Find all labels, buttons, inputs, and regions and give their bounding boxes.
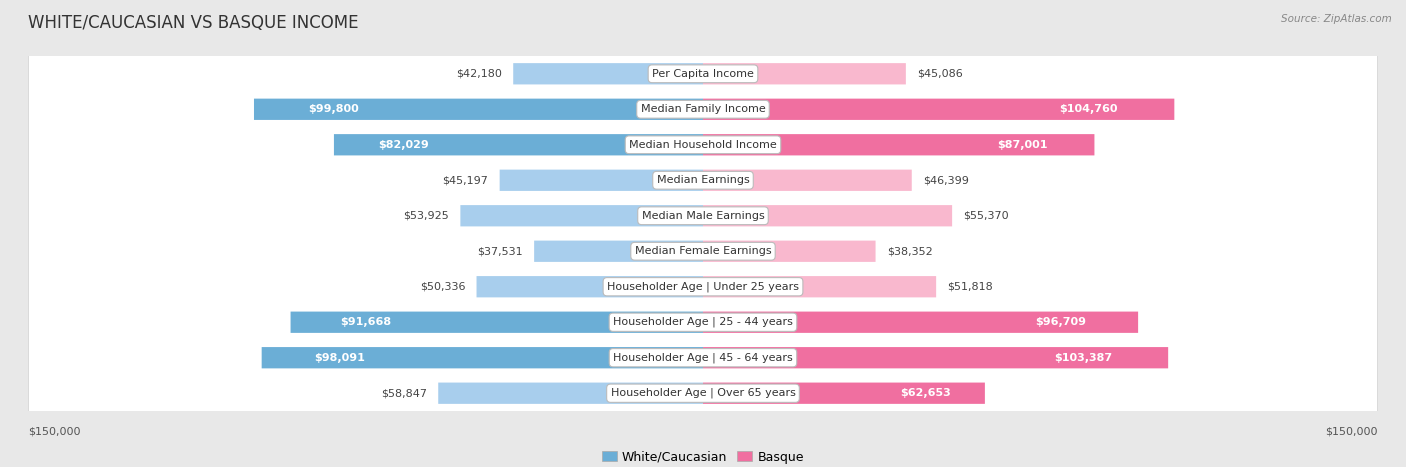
FancyBboxPatch shape <box>460 205 703 226</box>
Text: Per Capita Income: Per Capita Income <box>652 69 754 79</box>
FancyBboxPatch shape <box>254 99 703 120</box>
Text: $103,387: $103,387 <box>1054 353 1112 363</box>
Text: Median Earnings: Median Earnings <box>657 175 749 185</box>
FancyBboxPatch shape <box>703 347 1168 368</box>
FancyBboxPatch shape <box>477 276 703 297</box>
Text: $38,352: $38,352 <box>887 246 932 256</box>
FancyBboxPatch shape <box>703 382 984 404</box>
Text: WHITE/CAUCASIAN VS BASQUE INCOME: WHITE/CAUCASIAN VS BASQUE INCOME <box>28 14 359 32</box>
FancyBboxPatch shape <box>703 99 1174 120</box>
FancyBboxPatch shape <box>28 0 1378 467</box>
FancyBboxPatch shape <box>703 134 1094 156</box>
FancyBboxPatch shape <box>28 0 1378 467</box>
Legend: White/Caucasian, Basque: White/Caucasian, Basque <box>598 446 808 467</box>
Text: $58,847: $58,847 <box>381 388 427 398</box>
Text: Householder Age | Under 25 years: Householder Age | Under 25 years <box>607 282 799 292</box>
Text: $42,180: $42,180 <box>456 69 502 79</box>
Text: $150,000: $150,000 <box>28 427 80 437</box>
FancyBboxPatch shape <box>28 0 1378 467</box>
Text: $104,760: $104,760 <box>1059 104 1118 114</box>
Text: $96,709: $96,709 <box>1035 317 1085 327</box>
Text: $53,925: $53,925 <box>404 211 449 221</box>
Text: $55,370: $55,370 <box>963 211 1010 221</box>
FancyBboxPatch shape <box>28 0 1378 467</box>
FancyBboxPatch shape <box>703 170 911 191</box>
FancyBboxPatch shape <box>499 170 703 191</box>
Text: Median Female Earnings: Median Female Earnings <box>634 246 772 256</box>
Text: Source: ZipAtlas.com: Source: ZipAtlas.com <box>1281 14 1392 24</box>
FancyBboxPatch shape <box>703 63 905 85</box>
FancyBboxPatch shape <box>513 63 703 85</box>
Text: $150,000: $150,000 <box>1326 427 1378 437</box>
Text: $46,399: $46,399 <box>922 175 969 185</box>
FancyBboxPatch shape <box>335 134 703 156</box>
Text: $45,197: $45,197 <box>443 175 488 185</box>
Text: $37,531: $37,531 <box>477 246 523 256</box>
FancyBboxPatch shape <box>703 276 936 297</box>
FancyBboxPatch shape <box>28 0 1378 467</box>
Text: $82,029: $82,029 <box>378 140 429 150</box>
Text: Householder Age | Over 65 years: Householder Age | Over 65 years <box>610 388 796 398</box>
Text: Householder Age | 45 - 64 years: Householder Age | 45 - 64 years <box>613 353 793 363</box>
FancyBboxPatch shape <box>291 311 703 333</box>
FancyBboxPatch shape <box>439 382 703 404</box>
Text: $87,001: $87,001 <box>997 140 1047 150</box>
FancyBboxPatch shape <box>28 0 1378 467</box>
Text: $51,818: $51,818 <box>948 282 993 292</box>
FancyBboxPatch shape <box>28 0 1378 467</box>
Text: $50,336: $50,336 <box>420 282 465 292</box>
Text: Median Male Earnings: Median Male Earnings <box>641 211 765 221</box>
Text: Median Family Income: Median Family Income <box>641 104 765 114</box>
FancyBboxPatch shape <box>703 241 876 262</box>
FancyBboxPatch shape <box>703 311 1137 333</box>
FancyBboxPatch shape <box>28 0 1378 467</box>
FancyBboxPatch shape <box>262 347 703 368</box>
FancyBboxPatch shape <box>534 241 703 262</box>
Text: $91,668: $91,668 <box>340 317 391 327</box>
Text: $45,086: $45,086 <box>917 69 963 79</box>
Text: $99,800: $99,800 <box>308 104 359 114</box>
Text: $98,091: $98,091 <box>315 353 366 363</box>
FancyBboxPatch shape <box>703 205 952 226</box>
Text: $62,653: $62,653 <box>900 388 950 398</box>
Text: Median Household Income: Median Household Income <box>628 140 778 150</box>
FancyBboxPatch shape <box>28 0 1378 467</box>
FancyBboxPatch shape <box>28 0 1378 467</box>
Text: Householder Age | 25 - 44 years: Householder Age | 25 - 44 years <box>613 317 793 327</box>
